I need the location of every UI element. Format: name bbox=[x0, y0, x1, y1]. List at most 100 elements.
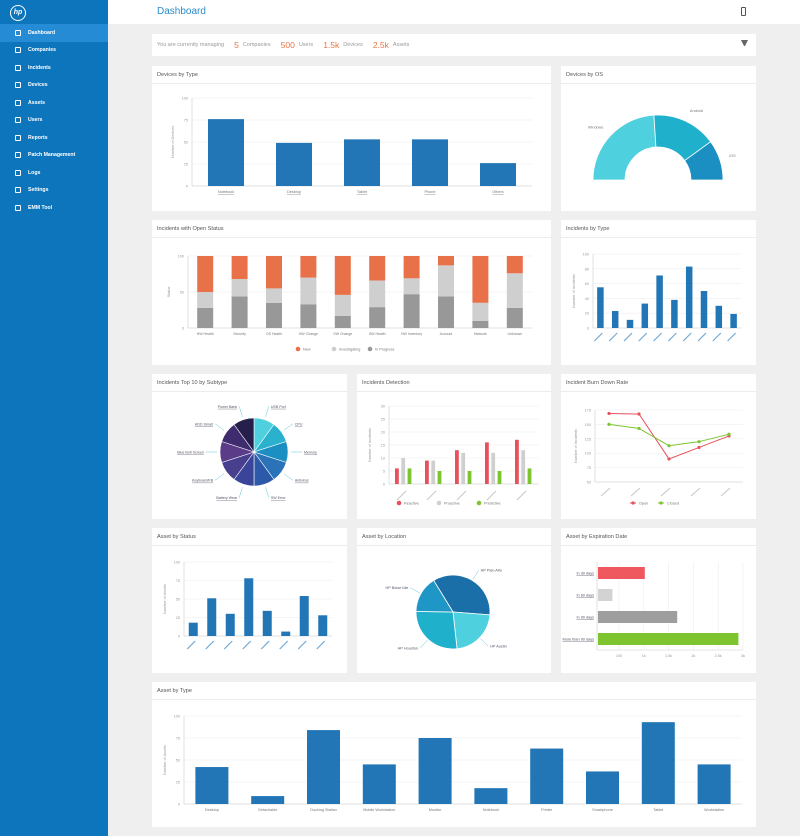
bar bbox=[412, 139, 448, 186]
bar bbox=[281, 631, 291, 636]
bar bbox=[474, 788, 508, 804]
devices-count[interactable]: 1.5k bbox=[323, 40, 340, 50]
y-tick-label: More than 90 days bbox=[563, 638, 595, 642]
sidebar-item-assets[interactable]: Assets bbox=[0, 94, 108, 112]
bar bbox=[307, 730, 340, 804]
x-tick-label: 1.5k bbox=[665, 654, 672, 658]
sidebar-item-incidents[interactable]: Incidents bbox=[0, 59, 108, 77]
sidebar-item-users[interactable]: Users bbox=[0, 112, 108, 130]
legend-label: Predictive bbox=[484, 502, 501, 506]
sidebar-item-settings[interactable]: Settings bbox=[0, 182, 108, 200]
incidents-icon bbox=[15, 64, 21, 71]
x-tick-label-link bbox=[205, 640, 215, 650]
bar bbox=[598, 611, 678, 623]
bar bbox=[641, 722, 675, 804]
x-tick-label-link bbox=[638, 332, 648, 342]
slice-label: CPU bbox=[295, 422, 303, 426]
data-point bbox=[697, 445, 701, 450]
donut-slice bbox=[684, 141, 724, 181]
bar bbox=[431, 460, 436, 484]
y-tick-label: 25 bbox=[381, 418, 385, 422]
sidebar-item-label: Devices bbox=[28, 82, 48, 89]
stacked-bar-segment bbox=[472, 256, 489, 303]
y-tick-label: 75 bbox=[587, 466, 591, 470]
sidebar-item-emm-tool[interactable]: EMM Tool bbox=[0, 199, 108, 217]
stacked-bar-segment bbox=[231, 256, 248, 280]
x-tick-label-link bbox=[697, 332, 707, 342]
slice-leader-line bbox=[480, 638, 489, 647]
x-tick-label: 100 bbox=[616, 654, 622, 658]
companies-count[interactable]: 5 bbox=[234, 40, 239, 50]
stacked-bar-segment bbox=[403, 278, 420, 295]
slice-label: HP Austin bbox=[490, 645, 507, 649]
card-burn-down: Incident Burn Down Rate 175 150 125 100 75 50… bbox=[561, 374, 756, 519]
x-tick-label: Tablet bbox=[357, 190, 368, 194]
y-tick-label: 25 bbox=[176, 781, 180, 785]
x-tick-label: 2k bbox=[691, 654, 695, 658]
slice-label: USB Port bbox=[271, 405, 286, 409]
card-title: Devices by Type bbox=[157, 72, 198, 78]
stacked-bar-segment bbox=[300, 277, 317, 305]
card-asset-location: Asset by Location HP Palo Alto HP Austin H… bbox=[357, 528, 551, 673]
stacked-bar-segment bbox=[266, 288, 282, 303]
y-tick-label: In 60 days bbox=[576, 594, 594, 598]
x-tick-label: Docking Station bbox=[310, 808, 337, 812]
legend-marker bbox=[295, 346, 301, 352]
slice-leader-line bbox=[265, 406, 270, 417]
card-asset-status: Asset by Status 100 75 50 25 0 Number of Asse… bbox=[152, 528, 347, 673]
y-axis-label: Status bbox=[167, 287, 171, 298]
card-title: Devices by OS bbox=[566, 72, 603, 78]
bar bbox=[685, 266, 693, 328]
assets-count[interactable]: 2.5k bbox=[372, 40, 389, 50]
sidebar-item-patch-management[interactable]: Patch Management bbox=[0, 147, 108, 165]
sidebar-item-label: EMM Tool bbox=[28, 204, 53, 211]
summary-bar: You are currently managing 5 Companies 5… bbox=[152, 34, 756, 56]
sidebar-item-reports[interactable]: Reports bbox=[0, 129, 108, 147]
stacked-bar-segment bbox=[438, 296, 454, 328]
y-tick-label: 75 bbox=[176, 737, 180, 741]
bar bbox=[527, 468, 532, 484]
y-tick-label: 100 bbox=[174, 561, 180, 565]
card-title: Incidents Top 10 by Subtype bbox=[157, 380, 228, 386]
x-tick-label-link bbox=[690, 487, 701, 497]
bar bbox=[656, 275, 663, 328]
sidebar: hp Dashboard Companies Incidents Devices Ass… bbox=[0, 0, 108, 836]
sidebar-item-label: Dashboard bbox=[28, 29, 56, 36]
slice-label: Battery Wear bbox=[216, 496, 238, 500]
user-icon[interactable] bbox=[741, 7, 746, 16]
reports-icon bbox=[15, 134, 21, 141]
stacked-bar-segment bbox=[334, 315, 351, 328]
sidebar-item-companies[interactable]: Companies bbox=[0, 42, 108, 60]
y-tick-label: 25 bbox=[184, 163, 188, 167]
x-tick-label-link bbox=[623, 332, 633, 342]
bar bbox=[671, 299, 678, 328]
y-tick-label: 20 bbox=[585, 312, 589, 316]
sidebar-item-devices[interactable]: Devices bbox=[0, 77, 108, 95]
devices-label: Devices bbox=[343, 42, 363, 48]
y-tick-label: 0 bbox=[178, 803, 180, 807]
users-count[interactable]: 500 bbox=[280, 40, 295, 50]
x-tick-label-link bbox=[712, 332, 722, 342]
sidebar-item-dashboard[interactable]: Dashboard bbox=[0, 24, 108, 42]
card-divider bbox=[561, 391, 756, 392]
sidebar-item-logs[interactable]: Logs bbox=[0, 164, 108, 182]
card-title: Asset by Status bbox=[157, 534, 196, 540]
bar bbox=[497, 471, 502, 484]
bar bbox=[697, 764, 731, 804]
bar bbox=[530, 748, 564, 804]
stacked-bar-segment bbox=[403, 294, 420, 328]
legend-marker bbox=[476, 500, 482, 506]
stacked-bar-segment bbox=[506, 256, 523, 274]
stacked-bar-segment bbox=[197, 256, 214, 292]
pie-slice bbox=[415, 579, 454, 613]
card-title: Asset by Type bbox=[157, 688, 193, 694]
bar bbox=[586, 771, 619, 804]
data-point bbox=[637, 412, 641, 416]
y-tick-label: 150 bbox=[585, 423, 591, 427]
x-tick-label-link bbox=[486, 490, 497, 501]
filter-icon[interactable] bbox=[741, 40, 748, 48]
y-tick-label: In 90 days bbox=[576, 616, 594, 620]
hp-logo[interactable]: hp bbox=[10, 5, 26, 21]
bar bbox=[208, 119, 244, 186]
y-tick-label: 0 bbox=[178, 635, 180, 639]
